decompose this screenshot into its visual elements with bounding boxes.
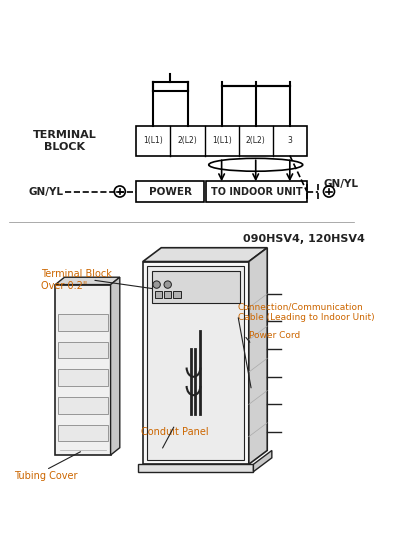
- Text: GN/YL: GN/YL: [29, 187, 63, 197]
- Polygon shape: [253, 450, 272, 472]
- Text: 090HSV4, 120HSV4: 090HSV4, 120HSV4: [243, 234, 365, 243]
- Circle shape: [153, 281, 160, 288]
- Bar: [58, 342, 108, 358]
- Text: TO INDOOR UNIT: TO INDOOR UNIT: [211, 187, 303, 197]
- Bar: [147, 266, 244, 460]
- Text: Connection/Communication
Cable (Leading to Indoor Unit): Connection/Communication Cable (Leading …: [238, 302, 374, 322]
- Text: 2(L2): 2(L2): [178, 136, 197, 145]
- Bar: [164, 291, 171, 299]
- Text: 3: 3: [287, 136, 292, 145]
- Polygon shape: [249, 248, 267, 464]
- Text: Tubing Cover: Tubing Cover: [14, 471, 78, 481]
- Text: 2(L2): 2(L2): [246, 136, 266, 145]
- Polygon shape: [111, 277, 120, 455]
- Bar: [206, 181, 307, 202]
- Bar: [58, 369, 108, 386]
- Text: Power Cord: Power Cord: [249, 331, 300, 340]
- Polygon shape: [143, 248, 267, 262]
- Bar: [136, 126, 307, 155]
- Text: POWER: POWER: [149, 187, 191, 197]
- Bar: [55, 285, 111, 455]
- Text: TERMINAL
BLOCK: TERMINAL BLOCK: [33, 130, 97, 152]
- Bar: [143, 262, 249, 464]
- Bar: [152, 271, 240, 303]
- Bar: [58, 397, 108, 414]
- Bar: [173, 291, 180, 299]
- Text: GN/YL: GN/YL: [323, 179, 359, 189]
- Bar: [138, 464, 253, 472]
- Text: 1(L1): 1(L1): [212, 136, 232, 145]
- Bar: [136, 181, 204, 202]
- Bar: [58, 314, 108, 331]
- Text: Terminal Block
Over 0.2": Terminal Block Over 0.2": [41, 269, 112, 291]
- Bar: [155, 291, 162, 299]
- Text: 1(L1): 1(L1): [143, 136, 163, 145]
- Bar: [58, 425, 108, 441]
- Polygon shape: [55, 277, 120, 285]
- Ellipse shape: [209, 158, 303, 171]
- Text: Conduit Panel: Conduit Panel: [141, 427, 209, 437]
- Circle shape: [164, 281, 171, 288]
